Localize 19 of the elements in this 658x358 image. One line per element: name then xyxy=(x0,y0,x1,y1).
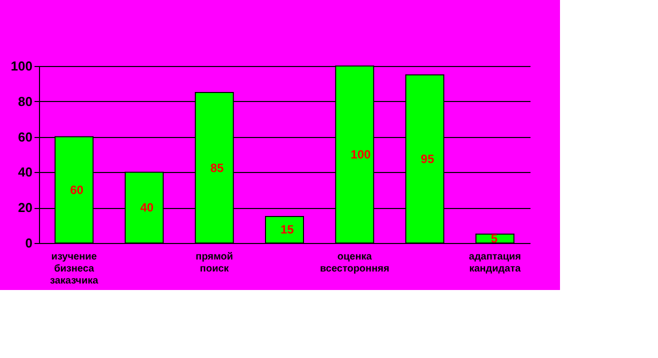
y-tick-label: 60 xyxy=(18,129,32,144)
data-label: 95 xyxy=(420,152,434,166)
x-tick-label: адаптация кандидата xyxy=(468,252,522,274)
bar xyxy=(475,234,514,244)
y-tick-label: 0 xyxy=(25,236,32,250)
data-label: 15 xyxy=(280,222,294,237)
y-tick-label: 80 xyxy=(18,94,32,109)
y-tick-label: 20 xyxy=(18,200,32,216)
x-tick-label: оценка всесторонняя xyxy=(320,252,390,274)
bar xyxy=(265,216,304,244)
y-tick-label: 100 xyxy=(10,58,32,74)
x-tick-label: изучение бизнеса заказчика xyxy=(50,252,99,286)
data-label: 5 xyxy=(490,232,498,246)
data-label: 60 xyxy=(70,182,84,197)
y-tick-label: 40 xyxy=(18,164,32,180)
x-tick-label: прямой поиск xyxy=(196,252,234,274)
data-label: 40 xyxy=(140,200,154,215)
data-label: 85 xyxy=(210,160,224,175)
data-label: 100 xyxy=(350,148,371,162)
